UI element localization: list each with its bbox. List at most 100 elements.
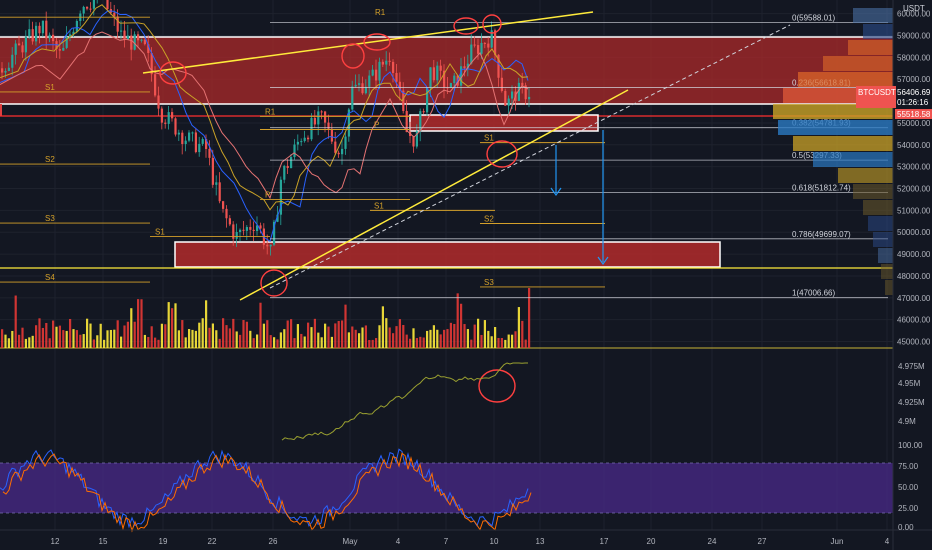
- volume-bar: [184, 337, 187, 348]
- volume-bar: [500, 338, 503, 348]
- candle-body: [310, 117, 313, 140]
- volume-bar: [273, 337, 276, 348]
- volume-bar: [290, 319, 293, 348]
- candle-body: [412, 135, 415, 147]
- candle-body: [167, 112, 170, 124]
- volume-bar: [140, 299, 143, 348]
- volume-bar: [463, 324, 466, 348]
- volume-bar: [436, 329, 439, 348]
- candle-body: [48, 34, 51, 39]
- date-tick-label: 24: [708, 537, 717, 546]
- price-tick-label: 55000.00: [897, 119, 931, 128]
- candles: [0, 0, 531, 256]
- candle-body: [208, 148, 211, 158]
- volume-bar: [405, 334, 408, 348]
- price-tick-label: 58000.00: [897, 53, 931, 62]
- volume-bar: [143, 334, 146, 348]
- last-price-value: 56406.69: [897, 88, 931, 97]
- date-tick-label: May: [342, 537, 357, 546]
- candle-body: [232, 224, 235, 239]
- candle-body: [460, 66, 463, 86]
- volume-bar: [483, 320, 486, 348]
- volume-bar: [422, 337, 425, 348]
- volume-bar: [106, 330, 109, 348]
- candle-body: [395, 72, 398, 82]
- volume-bar: [116, 320, 119, 348]
- volume-bar: [191, 329, 194, 348]
- candle-body: [494, 30, 497, 55]
- candle-body: [198, 143, 201, 153]
- volume-bar: [252, 338, 255, 348]
- volume-bar: [398, 319, 401, 348]
- candle-body: [358, 83, 361, 85]
- candle-body: [483, 42, 486, 44]
- candle-body: [453, 75, 456, 84]
- volume-bar: [358, 333, 361, 348]
- volume-bar: [293, 338, 296, 348]
- date-tick-label: 13: [536, 537, 545, 546]
- candle-body: [327, 122, 330, 129]
- volume-bar: [514, 331, 517, 348]
- date-tick-label: 15: [99, 537, 108, 546]
- volume-bar: [368, 339, 371, 348]
- candle-body: [344, 136, 347, 149]
- obv-tick-label: 4.9M: [898, 417, 916, 426]
- candle-body: [286, 165, 289, 169]
- price-tick-label: 51000.00: [897, 206, 931, 215]
- annotation-circle: [482, 14, 502, 34]
- annotation-circle: [159, 61, 187, 85]
- volume-bar: [341, 320, 344, 348]
- volume-bar: [137, 299, 140, 348]
- candle-body: [422, 111, 425, 113]
- candle-body: [259, 225, 262, 229]
- volume-bar: [507, 334, 510, 348]
- candle-body: [385, 60, 388, 65]
- candle-body: [429, 67, 432, 88]
- candle-body: [35, 25, 38, 42]
- volume-profile: [773, 8, 893, 295]
- price-tick-label: 60000.00: [897, 10, 931, 19]
- pivot-label: S2: [484, 214, 494, 223]
- candle-body: [497, 54, 500, 78]
- candle-body: [137, 34, 140, 41]
- volume-bar: [167, 302, 170, 348]
- candle-body: [517, 82, 520, 101]
- volume-bar: [453, 323, 456, 348]
- candle-body: [273, 221, 276, 245]
- candle-body: [324, 111, 327, 123]
- volume-bar: [490, 336, 493, 348]
- volume-bar: [157, 339, 160, 348]
- dashed-trendline: [269, 24, 791, 289]
- ma-blue: [0, 10, 529, 243]
- date-tick-label: 17: [600, 537, 609, 546]
- volume-bar: [38, 318, 41, 348]
- candle-body: [242, 229, 245, 231]
- candle-body: [120, 30, 123, 32]
- candle-body: [106, 0, 109, 10]
- mid-zone: [409, 114, 599, 132]
- profile-bar: [863, 200, 893, 215]
- date-tick-label: 4: [885, 537, 890, 546]
- volume-bar: [477, 318, 480, 348]
- candle-body: [171, 112, 174, 119]
- candle-body: [300, 141, 303, 143]
- volume-bar: [460, 303, 463, 348]
- volume-bar: [392, 333, 395, 348]
- annotation-circle: [260, 269, 288, 297]
- volume-bar: [412, 328, 415, 348]
- volume-bar: [215, 330, 218, 348]
- pivot-label: S3: [484, 278, 494, 287]
- candle-body: [123, 30, 126, 40]
- volume-bar: [426, 330, 429, 348]
- volume-bar: [24, 338, 27, 348]
- volume-bar: [150, 326, 153, 348]
- volume-bar: [228, 328, 231, 348]
- volume-bar: [310, 327, 313, 348]
- pivot-label: S3: [45, 214, 55, 223]
- obv-tick-label: 4.975M: [898, 362, 925, 371]
- candle-body: [470, 44, 473, 64]
- volume-bar: [337, 320, 340, 348]
- profile-bar: [838, 168, 893, 183]
- candle-body: [181, 132, 184, 145]
